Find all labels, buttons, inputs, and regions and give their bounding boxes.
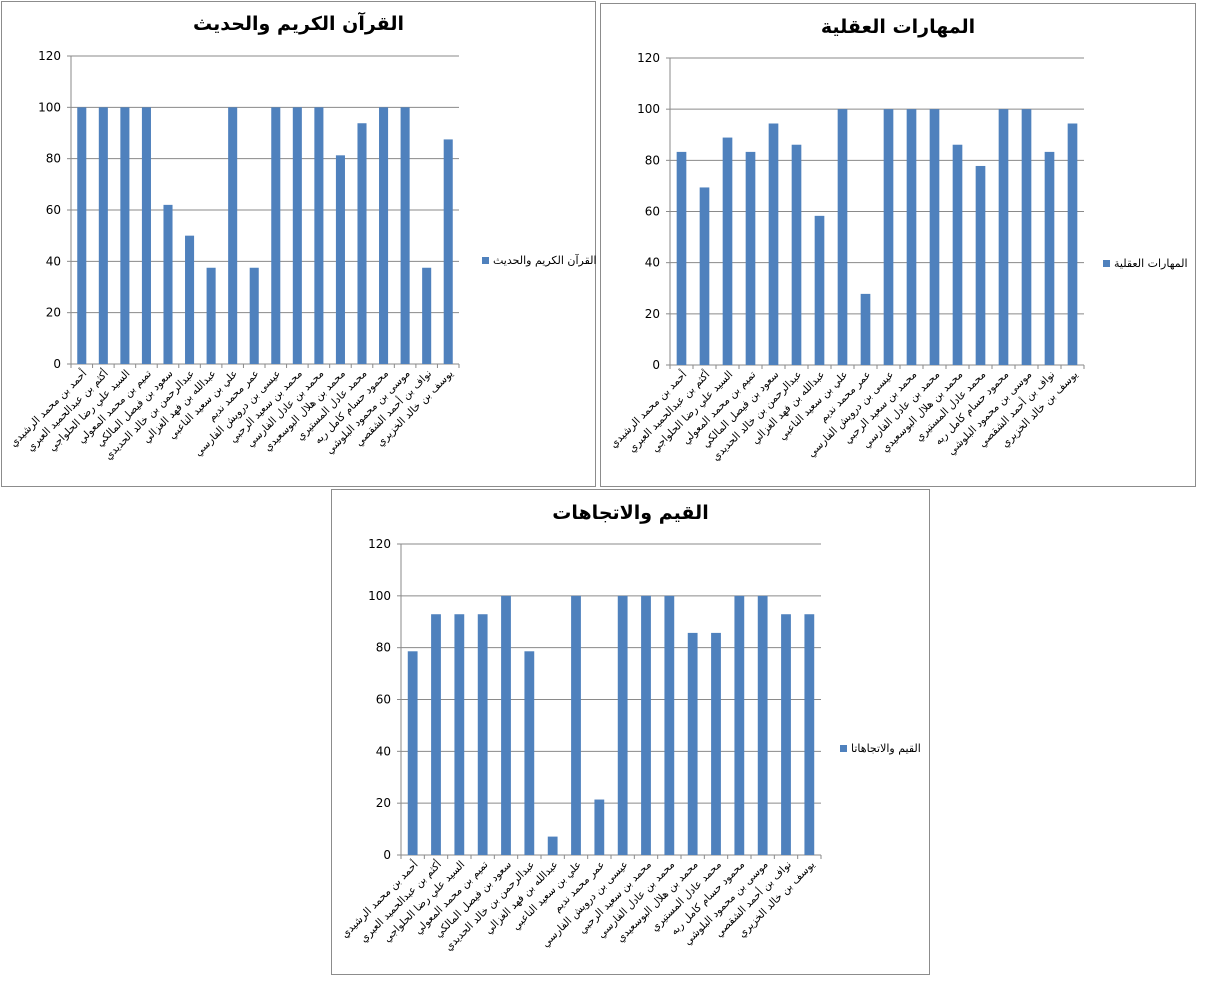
bar (314, 107, 324, 364)
y-tick-label: 100 (637, 102, 660, 116)
bar (998, 109, 1009, 366)
bar (141, 107, 151, 364)
bar (206, 267, 216, 364)
y-tick-label: 60 (645, 205, 660, 219)
bar (860, 293, 871, 365)
chart-panel-quran: القرآن الكريم والحديث 0 20 40 60 80 100 120 أحم… (1, 1, 597, 487)
legend-label: القرآن الكريم والحديث (493, 253, 597, 267)
bar (883, 109, 894, 366)
bar (734, 595, 745, 855)
chart-title: المهارات العقلية (820, 16, 976, 38)
bar (454, 614, 465, 855)
bar (722, 137, 733, 365)
bar (837, 109, 848, 366)
y-tick-label: 100 (38, 100, 61, 114)
bar (745, 151, 756, 365)
bar (617, 595, 628, 855)
bar (906, 109, 917, 366)
legend-label: المهارات العقلية (1114, 257, 1188, 270)
bar (400, 107, 410, 364)
y-tick-label: 80 (376, 641, 391, 655)
y-tick-label: 80 (46, 152, 61, 166)
legend-swatch (1103, 260, 1110, 267)
bar (791, 144, 802, 365)
bar (422, 267, 432, 364)
bar (501, 595, 511, 855)
bar (1044, 151, 1055, 365)
bar (1067, 123, 1078, 365)
bar (524, 651, 535, 855)
bar (1021, 109, 1032, 366)
bar (443, 139, 453, 364)
bar (814, 215, 825, 365)
bar (676, 151, 687, 365)
bar (804, 614, 815, 855)
bar (98, 107, 108, 364)
bar (163, 204, 173, 364)
y-tick-label: 60 (376, 693, 391, 707)
bar (249, 267, 259, 364)
bar (271, 107, 281, 364)
y-tick-label: 0 (383, 848, 391, 862)
y-tick-label: 120 (38, 49, 61, 63)
y-tick-label: 40 (645, 256, 660, 270)
bar (929, 109, 940, 366)
y-tick-label: 120 (368, 537, 391, 551)
bar (975, 165, 986, 365)
y-tick-label: 80 (645, 153, 660, 167)
y-tick-label: 20 (46, 306, 61, 320)
bar (77, 107, 87, 364)
bar (687, 632, 698, 855)
legend-swatch (482, 257, 489, 264)
bar (228, 107, 238, 364)
bar (547, 836, 558, 855)
chart-title: القرآن الكريم والحديث (192, 13, 405, 35)
y-tick-label: 20 (645, 307, 660, 321)
bar (781, 614, 791, 855)
y-tick-label: 60 (46, 203, 61, 217)
bar (768, 123, 779, 365)
y-tick-label: 40 (376, 744, 391, 758)
bar (571, 595, 581, 855)
bar (952, 144, 963, 365)
y-tick-label: 20 (376, 796, 391, 810)
bar (641, 595, 651, 855)
chart-title: القيم والاتجاهات (552, 502, 709, 524)
bar (292, 107, 302, 364)
bar (699, 187, 710, 365)
bar (477, 614, 488, 855)
y-tick-label: 0 (53, 357, 61, 371)
chart-panel-mental-skills: المهارات العقلية 0 20 40 60 80 100 120 أحمد بن … (600, 3, 1196, 487)
y-tick-label: 0 (652, 358, 660, 372)
bar (407, 651, 418, 855)
bar (120, 107, 130, 364)
bar (335, 155, 345, 364)
chart-panel-values: القيم والاتجاهات 0 20 40 60 80 100 120 أحمد بن … (331, 489, 930, 975)
y-tick-label: 120 (637, 51, 660, 65)
bar (379, 107, 389, 364)
bar (757, 595, 768, 855)
bar (185, 235, 195, 364)
bar (357, 123, 367, 364)
bar (664, 595, 675, 855)
bar (711, 632, 721, 855)
y-tick-label: 40 (46, 254, 61, 268)
legend-label: القيم والاتجاهاتا (851, 742, 921, 755)
legend-swatch (840, 745, 847, 752)
bar (594, 799, 605, 855)
y-tick-label: 100 (368, 589, 391, 603)
bar (431, 614, 441, 855)
